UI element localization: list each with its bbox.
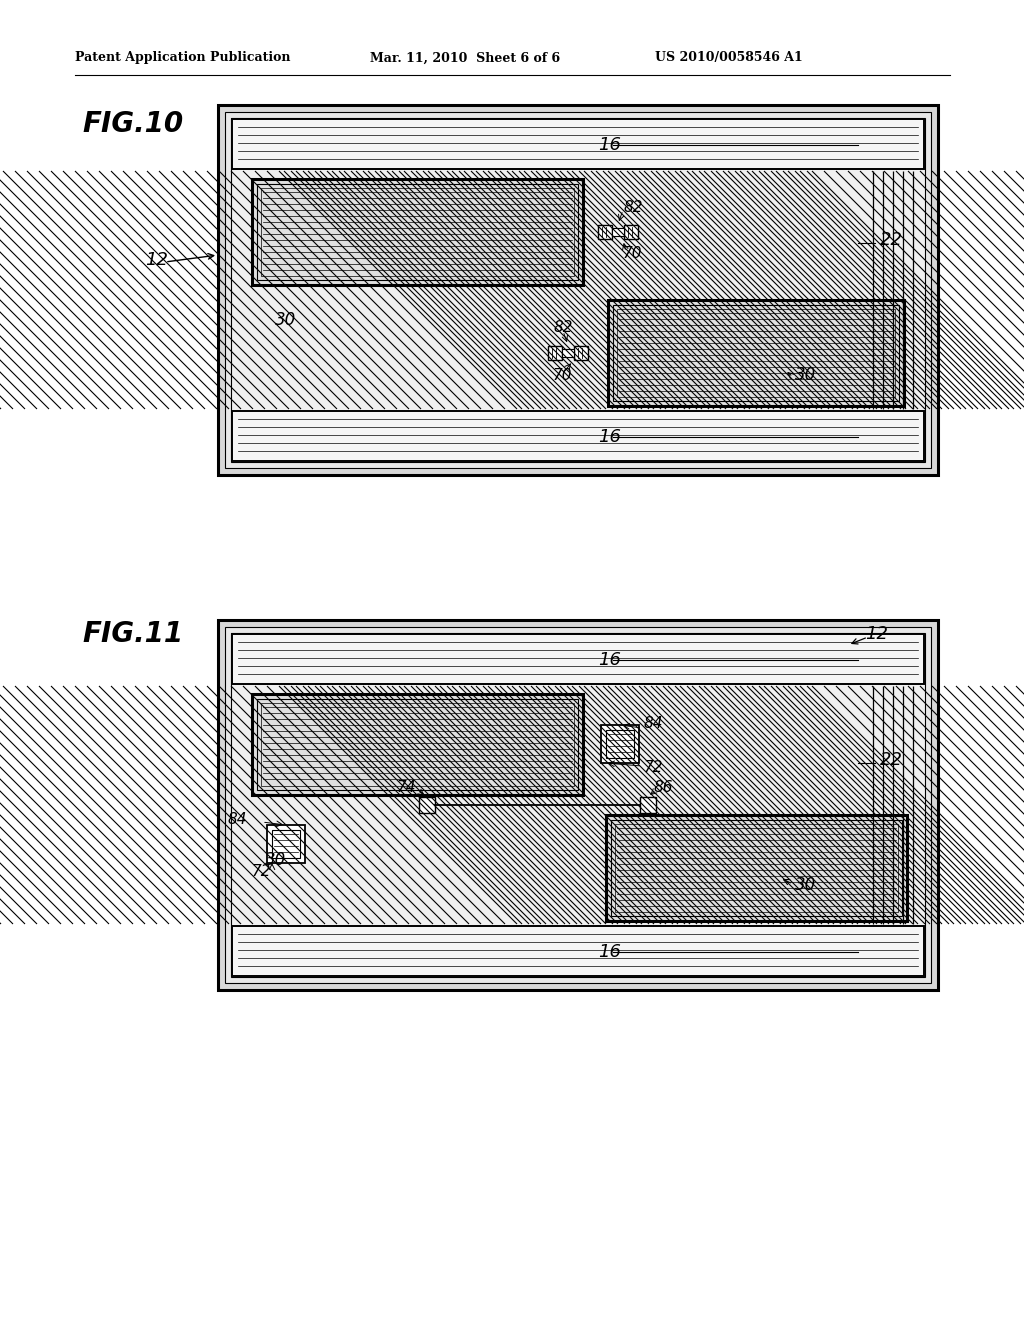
Text: Mar. 11, 2010  Sheet 6 of 6: Mar. 11, 2010 Sheet 6 of 6 bbox=[370, 51, 560, 65]
Bar bbox=[640, 797, 656, 813]
Bar bbox=[873, 686, 921, 924]
Text: FIG.10: FIG.10 bbox=[82, 110, 183, 139]
Text: 30: 30 bbox=[265, 851, 287, 869]
Bar bbox=[267, 825, 305, 863]
Bar bbox=[232, 411, 924, 461]
Text: 12: 12 bbox=[145, 251, 168, 269]
Bar bbox=[234, 172, 575, 409]
Text: 30: 30 bbox=[275, 312, 296, 329]
Bar bbox=[419, 797, 435, 813]
Bar bbox=[613, 305, 899, 401]
Text: 12: 12 bbox=[865, 624, 888, 643]
Bar bbox=[606, 730, 634, 758]
Bar bbox=[232, 927, 924, 975]
Bar bbox=[617, 309, 895, 397]
Bar bbox=[234, 686, 575, 924]
Bar bbox=[218, 620, 938, 990]
Text: 70: 70 bbox=[553, 367, 572, 383]
Bar bbox=[218, 106, 938, 475]
Bar bbox=[232, 634, 924, 684]
Text: 86: 86 bbox=[653, 780, 673, 795]
Text: 70: 70 bbox=[623, 247, 642, 261]
Text: 16: 16 bbox=[598, 942, 621, 961]
Bar bbox=[232, 119, 924, 169]
Text: 72: 72 bbox=[644, 760, 664, 776]
Bar bbox=[606, 814, 907, 921]
Text: 82: 82 bbox=[623, 199, 642, 214]
Bar bbox=[615, 824, 898, 912]
Text: 84: 84 bbox=[644, 715, 664, 730]
Bar bbox=[873, 172, 921, 409]
Text: 30: 30 bbox=[795, 876, 816, 894]
Bar bbox=[612, 228, 624, 236]
Text: 84: 84 bbox=[227, 813, 247, 828]
Bar bbox=[608, 300, 904, 407]
Bar bbox=[252, 694, 583, 795]
Text: US 2010/0058546 A1: US 2010/0058546 A1 bbox=[655, 51, 803, 65]
Bar bbox=[598, 224, 612, 239]
Bar bbox=[548, 346, 562, 360]
Text: 74: 74 bbox=[397, 780, 417, 795]
Text: 16: 16 bbox=[598, 651, 621, 669]
Bar bbox=[562, 348, 574, 356]
Text: 22: 22 bbox=[880, 231, 903, 249]
Bar bbox=[252, 180, 583, 285]
Bar bbox=[272, 830, 300, 858]
Bar bbox=[261, 187, 574, 276]
Bar bbox=[601, 725, 639, 763]
Text: 82: 82 bbox=[553, 321, 572, 335]
Bar bbox=[231, 634, 925, 977]
Text: 22: 22 bbox=[880, 751, 903, 770]
Bar bbox=[225, 112, 931, 469]
Bar bbox=[257, 700, 578, 789]
Text: Patent Application Publication: Patent Application Publication bbox=[75, 51, 291, 65]
Bar bbox=[231, 117, 925, 462]
Text: 72: 72 bbox=[252, 863, 271, 879]
Bar bbox=[698, 686, 874, 924]
Bar bbox=[261, 704, 574, 785]
Text: FIG.11: FIG.11 bbox=[82, 620, 183, 648]
Text: 16: 16 bbox=[598, 428, 621, 446]
Bar bbox=[611, 820, 902, 916]
Bar bbox=[698, 172, 874, 409]
Bar bbox=[225, 627, 931, 983]
Bar bbox=[257, 183, 578, 280]
Text: 16: 16 bbox=[598, 136, 621, 154]
Bar bbox=[624, 224, 638, 239]
Bar bbox=[574, 346, 588, 360]
Text: 30: 30 bbox=[795, 366, 816, 384]
